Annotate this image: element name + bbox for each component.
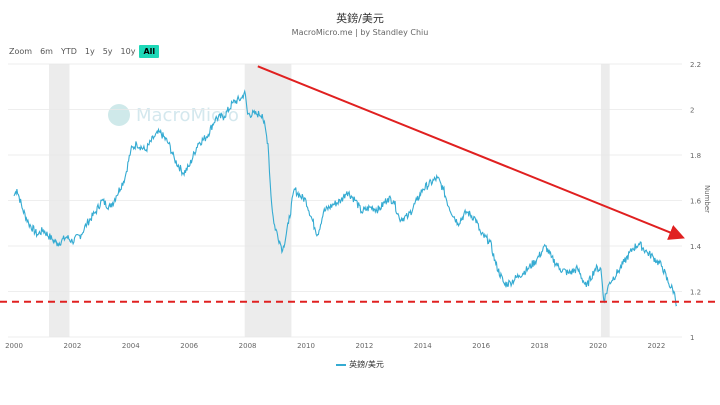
x-tick-label: 2002 [63, 342, 81, 350]
y-axis-label: Number [703, 184, 712, 214]
x-tick-label: 2018 [531, 342, 549, 350]
zoom-6m-button[interactable]: 6m [40, 47, 53, 56]
x-tick-label: 2020 [589, 342, 607, 350]
zoom-5y-button[interactable]: 5y [102, 47, 113, 56]
x-tick-label: 2014 [414, 342, 432, 350]
x-tick-label: 2012 [355, 342, 373, 350]
zoom-label: Zoom [9, 47, 33, 56]
x-tick-label: 2006 [180, 342, 198, 350]
y-tick-label: 2 [690, 107, 694, 115]
y-tick-label: 2.2 [690, 61, 701, 69]
zoom-bar: Zoom 6m YTD 1y 5y 10y All [5, 45, 160, 58]
legend-swatch [336, 363, 347, 366]
legend-label: 英鎊/美元 [349, 360, 384, 369]
y-tick-label: 1.8 [690, 152, 701, 160]
chart-subtitle: MacroMicro.me | by Standley Chiu [291, 28, 429, 37]
zoom-1y-button[interactable]: 1y [84, 47, 95, 56]
x-tick-label: 2004 [122, 342, 140, 350]
y-tick-label: 1.4 [690, 243, 702, 251]
chart-title: 英鎊/美元 [336, 12, 384, 25]
x-tick-label: 2022 [647, 342, 665, 350]
x-tick-label: 2000 [5, 342, 23, 350]
x-tick-label: 2008 [239, 342, 257, 350]
zoom-ytd-button[interactable]: YTD [60, 47, 77, 56]
series-line [13, 89, 678, 307]
trend-arrow [257, 65, 685, 240]
y-tick-label: 1.6 [690, 198, 702, 206]
x-tick-label: 2010 [297, 342, 315, 350]
x-tick-label: 2016 [472, 342, 490, 350]
y-tick-label: 1.2 [690, 289, 701, 297]
zoom-all-button[interactable]: All [139, 45, 160, 58]
zoom-10y-button[interactable]: 10y [120, 47, 136, 56]
y-tick-label: 1 [690, 334, 694, 342]
legend-item[interactable]: 英鎊/美元 [0, 359, 720, 370]
